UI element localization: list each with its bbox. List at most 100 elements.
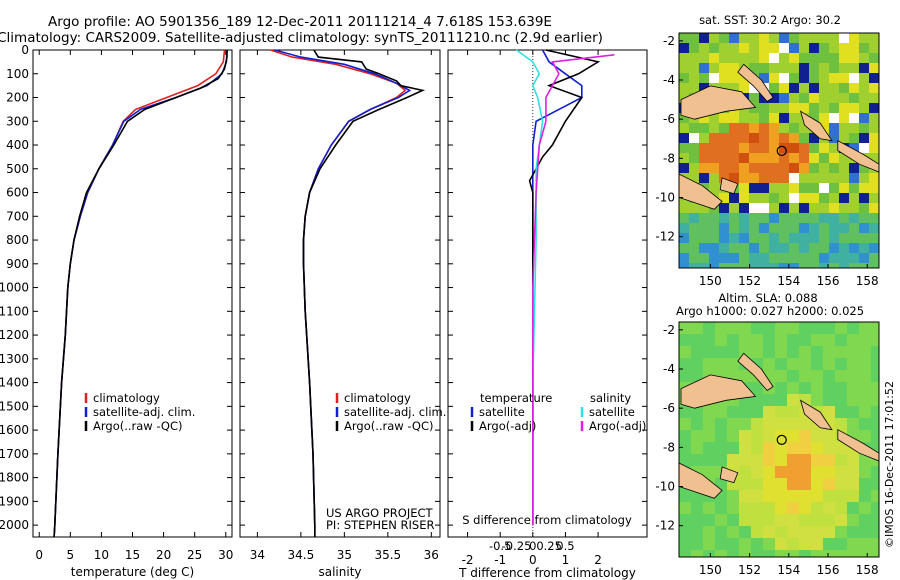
map-cell — [799, 143, 810, 154]
y-tick-label: 800 — [6, 233, 29, 247]
map-cell — [859, 346, 872, 359]
x-tick-label: 25 — [187, 548, 202, 562]
map-cell — [775, 478, 788, 491]
map-cell — [849, 73, 860, 84]
map-cell — [859, 406, 872, 419]
map-cell — [727, 550, 740, 558]
map-cell — [739, 133, 750, 144]
map-cell — [859, 223, 870, 234]
map-cell — [787, 514, 800, 527]
map-cell — [799, 454, 812, 467]
map-cell — [749, 243, 760, 254]
map-cell — [749, 193, 760, 204]
map-cell — [869, 153, 880, 164]
map-cell — [799, 358, 812, 371]
map-cell — [869, 133, 880, 144]
map-cell — [789, 113, 800, 124]
y-tick-label: 1200 — [0, 328, 29, 342]
map-cell — [871, 406, 880, 419]
map-cell — [779, 133, 790, 144]
map-cell — [679, 502, 692, 515]
map-cell — [823, 442, 836, 455]
map-cell — [699, 203, 710, 214]
map-cell — [823, 394, 836, 407]
map-cell — [775, 322, 788, 335]
map-cell — [779, 153, 790, 164]
map-cell — [829, 203, 840, 214]
map-cell — [751, 394, 764, 407]
map-cell — [849, 243, 860, 254]
map-cell — [799, 418, 812, 431]
map-cell — [699, 53, 710, 64]
map-cell — [739, 233, 750, 244]
map-cell — [719, 253, 730, 264]
map-cell — [769, 183, 780, 194]
x-tick-label: 10 — [94, 548, 109, 562]
map-cell — [699, 133, 710, 144]
map-cell — [709, 73, 720, 84]
map-cell — [739, 263, 750, 269]
map-cell — [763, 514, 776, 527]
map-cell — [775, 346, 788, 359]
sla-map-title-line-1: Altim. SLA: 0.088 — [718, 291, 817, 305]
map-cell — [763, 490, 776, 503]
map-cell — [871, 466, 880, 479]
map-cell — [769, 93, 780, 104]
map-cell — [739, 418, 752, 431]
map-cell — [749, 183, 760, 194]
map-cell — [739, 33, 750, 44]
map-cell — [859, 133, 870, 144]
map-cell — [739, 203, 750, 214]
map-cell — [739, 490, 752, 503]
map-cell — [811, 382, 824, 395]
map-cell — [839, 153, 850, 164]
map-cell — [809, 53, 820, 64]
map-cell — [739, 370, 752, 383]
map-cell — [779, 173, 790, 184]
x-tick-label-s: 0 — [529, 539, 536, 553]
x-axis-label: salinity — [318, 565, 361, 579]
map-cell — [689, 213, 700, 224]
map-cell — [859, 33, 870, 44]
map-cell — [699, 163, 710, 174]
map-cell — [779, 83, 790, 94]
map-cell — [811, 478, 824, 491]
map-cell — [849, 203, 860, 214]
plot-frame — [239, 49, 441, 538]
map-cell — [679, 358, 692, 371]
map-cell — [729, 73, 740, 84]
map-cell — [859, 550, 872, 558]
map-cell — [769, 123, 780, 134]
map-cell — [679, 73, 690, 84]
map-cell — [819, 53, 830, 64]
map-cell — [847, 406, 860, 419]
map-frame — [678, 321, 880, 558]
map-cell — [789, 173, 800, 184]
y-tick-label: -6 — [663, 401, 675, 415]
title-line-1: Argo profile: AO 5901356_189 12-Dec-2011… — [48, 14, 552, 30]
map-cell — [679, 406, 692, 419]
map-cell — [689, 63, 700, 74]
x-tick-label: 154 — [777, 563, 800, 577]
map-cell — [727, 490, 740, 503]
map-cell — [829, 183, 840, 194]
map-cell — [729, 173, 740, 184]
map-cell — [869, 183, 880, 194]
map-cell — [719, 33, 730, 44]
map-cell — [689, 53, 700, 64]
map-cell — [751, 502, 764, 515]
map-cell — [689, 253, 700, 264]
map-cell — [679, 442, 692, 455]
map-cell — [799, 173, 810, 184]
map-cell — [787, 418, 800, 431]
map-cell — [763, 466, 776, 479]
map-cell — [779, 233, 790, 244]
map-cell — [871, 442, 880, 455]
map-cell — [775, 514, 788, 527]
map-cell — [739, 322, 752, 335]
map-cell — [699, 113, 710, 124]
map-cell — [689, 43, 700, 54]
map-cell — [859, 490, 872, 503]
map-cell — [751, 466, 764, 479]
